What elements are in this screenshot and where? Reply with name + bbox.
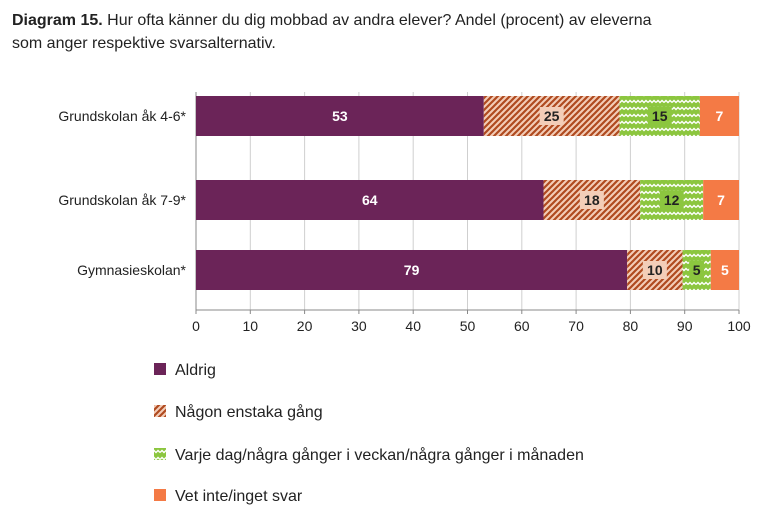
category-label: Grundskolan åk 4-6* <box>58 108 186 124</box>
bar-segment <box>710 250 739 290</box>
legend-swatch <box>154 448 166 460</box>
data-label: 53 <box>332 108 348 124</box>
chart-title-line1: Hur ofta känner du dig mobbad av andra e… <box>102 12 652 29</box>
data-label-background <box>539 107 564 125</box>
data-label: 5 <box>721 262 729 278</box>
data-label: 10 <box>647 262 663 278</box>
x-tick-label: 10 <box>243 318 259 334</box>
x-tick-label: 100 <box>727 318 751 334</box>
data-label: 5 <box>693 262 701 278</box>
x-tick-label: 40 <box>405 318 421 334</box>
data-label: 18 <box>584 192 600 208</box>
data-label-background <box>689 261 705 279</box>
data-labels: 53 25 15 7 64 18 12 7 79 10 5 5 <box>332 107 729 279</box>
category-label: Grundskolan åk 7-9* <box>58 192 186 208</box>
bar-segment <box>196 96 484 136</box>
legend-swatch <box>154 405 166 417</box>
legend-label: Aldrig <box>175 362 216 379</box>
bar-segment <box>196 180 544 220</box>
bars <box>196 96 739 290</box>
legend-swatch <box>154 363 166 375</box>
chart-title-prefix: Diagram 15. <box>12 12 103 29</box>
x-tick-label: 70 <box>568 318 584 334</box>
chart-title-line2: som anger respektive svarsalternativ. <box>12 35 276 52</box>
data-label-background <box>642 261 667 279</box>
x-tick-label: 0 <box>192 318 200 334</box>
data-label: 7 <box>717 192 725 208</box>
data-label: 15 <box>652 108 668 124</box>
data-label-background <box>579 191 604 209</box>
bar-segment <box>699 96 739 136</box>
x-tick-label: 30 <box>351 318 367 334</box>
data-label: 12 <box>664 192 680 208</box>
x-tick-label: 60 <box>514 318 530 334</box>
x-tick-label: 90 <box>677 318 693 334</box>
data-label-background <box>659 191 684 209</box>
chart-title: Diagram 15. Hur ofta känner du dig mobba… <box>12 9 780 55</box>
legend-label: Vet inte/inget svar <box>175 488 303 505</box>
data-label: 25 <box>544 108 560 124</box>
data-label: 79 <box>404 262 420 278</box>
legend-swatch <box>154 489 166 501</box>
data-label-background <box>647 107 672 125</box>
bar-segment <box>196 250 628 290</box>
x-axis-ticks: 0 10 20 30 40 50 60 70 80 90 100 <box>192 318 751 334</box>
data-label: 64 <box>362 192 378 208</box>
x-tick-label: 80 <box>623 318 639 334</box>
data-label: 7 <box>716 108 724 124</box>
legend-label: Varje dag/några gånger i veckan/några gå… <box>175 446 584 464</box>
bar-segment <box>703 180 739 220</box>
category-labels: Grundskolan åk 4-6* Grundskolan åk 7-9* Gy… <box>58 108 186 278</box>
category-label: Gymnasieskolan* <box>77 262 186 278</box>
legend: Aldrig Någon enstaka gång Varje dag/några … <box>154 362 584 505</box>
x-tick-label: 50 <box>460 318 476 334</box>
legend-label: Någon enstaka gång <box>175 403 323 421</box>
x-tick-label: 20 <box>297 318 313 334</box>
